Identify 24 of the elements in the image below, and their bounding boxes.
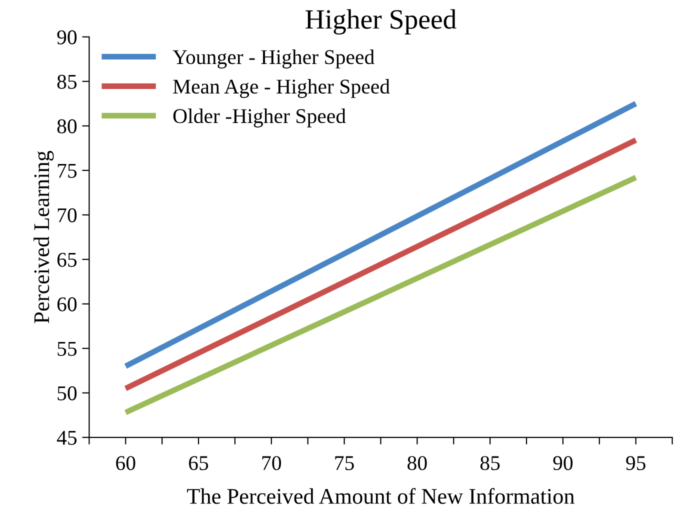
chart-title: Higher Speed [306, 9, 456, 35]
y-tick-label: 55 [58, 342, 77, 356]
y-tick-label: 50 [58, 386, 77, 400]
y-tick-label: 80 [57, 119, 77, 134]
legend-label: Mean Age - Higher Speed [173, 79, 390, 98]
x-tick-label: 85 [480, 456, 500, 470]
x-tick-label: 95 [626, 456, 646, 470]
legend-label: Younger - Higher Speed [172, 50, 374, 68]
y-tick-label: 60 [57, 297, 77, 312]
y-tick-label: 75 [58, 164, 77, 178]
y-axis-title: Perceived Learning [34, 150, 54, 324]
x-tick-label: 75 [335, 456, 354, 470]
y-tick-label: 85 [57, 74, 77, 89]
y-tick-label: 90 [57, 30, 77, 44]
x-tick-label: 90 [553, 456, 573, 470]
x-tick-label: 80 [408, 456, 427, 470]
y-tick-label: 45 [56, 430, 77, 445]
y-tick-label: 65 [57, 252, 77, 267]
x-tick-label: 70 [262, 456, 282, 470]
legend-label: Older -Higher Speed [173, 108, 346, 128]
x-tick-label: 60 [116, 456, 136, 470]
x-tick-label: 65 [188, 456, 208, 470]
x-axis-title: The Perceived Amount of New Information [187, 488, 574, 504]
y-tick-label: 70 [58, 208, 77, 222]
